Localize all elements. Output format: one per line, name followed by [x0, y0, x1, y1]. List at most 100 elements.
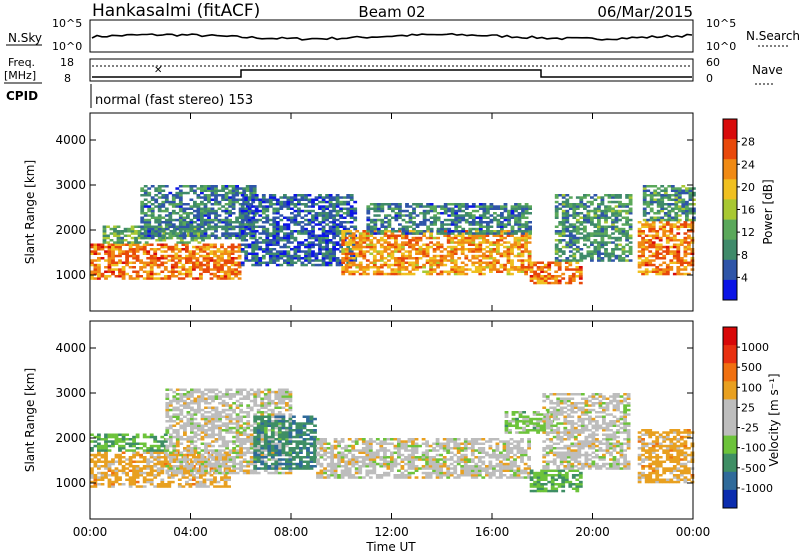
power-cell-region-0: [209, 250, 214, 253]
power-cell-region-6: [557, 261, 562, 264]
power-cell-region-3: [321, 198, 326, 201]
power-cell-region-7: [618, 254, 622, 258]
velocity-cell-region-0: [100, 453, 105, 457]
power-cell-region-3: [297, 243, 301, 246]
power-cell-region-7: [625, 236, 629, 240]
power-cell-region-9: [692, 207, 696, 210]
velocity-cell-region-2: [165, 431, 170, 434]
power-cell-region-3: [261, 227, 266, 231]
power-cell-region-3: [321, 252, 326, 255]
power-cell-region-0: [111, 252, 115, 255]
power-cell-region-3: [297, 241, 301, 244]
power-cell-region-2: [147, 232, 152, 235]
power-cell-region-7: [604, 212, 608, 215]
power-cell-region-9: [646, 194, 651, 197]
power-cell-region-4: [485, 254, 490, 258]
power-cell-region-5: [486, 221, 490, 224]
velocity-cell-region-2: [242, 465, 247, 468]
power-cell-region-7: [593, 230, 598, 233]
power-cell-region-2: [178, 236, 183, 240]
power-cell-region-2: [203, 185, 208, 188]
velocity-cell-region-2: [200, 424, 205, 427]
power-cell-region-4: [489, 266, 493, 269]
power-cell-region-3: [254, 241, 259, 244]
power-cell-region-2: [157, 227, 162, 231]
power-cell-region-0: [121, 268, 126, 271]
power-cell-region-3: [293, 230, 298, 233]
power-cell-region-9: [667, 196, 672, 199]
velocity-cell-region-2: [175, 438, 180, 441]
power-cell-region-5: [489, 225, 494, 228]
velocity-cell-region-2: [228, 458, 233, 461]
power-cell-region-0: [100, 243, 105, 246]
velocity-cell-region-2: [193, 469, 198, 472]
velocity-cell-region-2: [225, 393, 229, 396]
power-cell-region-0: [174, 254, 179, 258]
power-cell-region-7: [593, 212, 598, 215]
power-cell-region-7: [590, 218, 594, 222]
power-cell-region-2: [200, 225, 204, 228]
velocity-cell-region-0: [90, 467, 94, 470]
power-cell-region-4: [401, 243, 405, 246]
power-cell-region-3: [254, 209, 259, 213]
velocity-cell-region-0: [121, 460, 126, 463]
velocity-cell-region-2: [239, 449, 243, 452]
power-cell-region-7: [586, 252, 591, 255]
power-cell-region-3: [268, 250, 273, 253]
velocity-cell-region-2: [193, 447, 198, 450]
power-cell-region-0: [149, 259, 154, 262]
power-cell-region-4: [411, 272, 416, 276]
power-cell-region-1: [120, 239, 124, 242]
power-cell-region-2: [238, 225, 243, 228]
power-cell-region-7: [614, 248, 619, 251]
velocity-cell-region-2: [172, 415, 177, 418]
power-cell-region-7: [565, 209, 570, 213]
power-cell-region-2: [168, 212, 173, 215]
power-cell-region-0: [177, 270, 182, 273]
power-cell-region-5: [507, 216, 511, 219]
power-cell-region-0: [156, 248, 161, 251]
power-cell-region-4: [425, 248, 430, 251]
power-cell-region-4: [429, 268, 433, 271]
power-cell-region-3: [318, 207, 322, 210]
velocity-cell-region-0: [132, 483, 136, 486]
power-cell-region-1: [165, 236, 170, 240]
power-cell-region-3: [293, 194, 298, 197]
power-cell-region-0: [223, 270, 228, 273]
power-cell-region-8: [648, 259, 653, 262]
velocity-cell-region-2: [172, 447, 177, 450]
velocity-cell-region-2: [235, 413, 240, 416]
power-cell-region-3: [335, 223, 340, 226]
power-cell-region-9: [649, 207, 654, 210]
power-cell-region-4: [348, 230, 353, 233]
velocity-cell-region-2: [168, 404, 173, 407]
power-cell-region-2: [249, 221, 254, 224]
power-cell-region-9: [688, 218, 693, 222]
power-cell-region-8: [683, 259, 688, 262]
power-cell-region-3: [286, 250, 291, 253]
velocity-cell-region-2: [165, 404, 170, 407]
power-cell-region-3: [293, 221, 298, 224]
power-cell-region-3: [290, 259, 294, 262]
power-cell-region-0: [185, 257, 189, 260]
power-cell-region-5: [486, 216, 490, 219]
velocity-cell-region-2: [179, 435, 184, 439]
nsky-trace: [91, 32, 693, 41]
power-cell-region-4: [404, 234, 409, 237]
power-cell-region-3: [346, 194, 351, 197]
power-cell-region-8: [672, 250, 677, 253]
power-cell-region-0: [230, 272, 235, 276]
power-cell-region-9: [685, 218, 689, 222]
power-cell-region-0: [209, 268, 214, 271]
power-cell-region-3: [258, 263, 263, 267]
velocity-cell-region-2: [211, 435, 215, 439]
power-cell-region-4: [425, 236, 430, 240]
power-cell-region-3: [307, 261, 312, 264]
power-cell-region-4: [453, 236, 458, 240]
power-cell-region-3: [297, 232, 301, 235]
power-cell-region-4: [341, 239, 346, 242]
power-cell-region-7: [621, 252, 626, 255]
power-cell-region-3: [251, 243, 256, 246]
power-cell-region-5: [408, 221, 413, 224]
power-cell-region-9: [674, 218, 679, 222]
